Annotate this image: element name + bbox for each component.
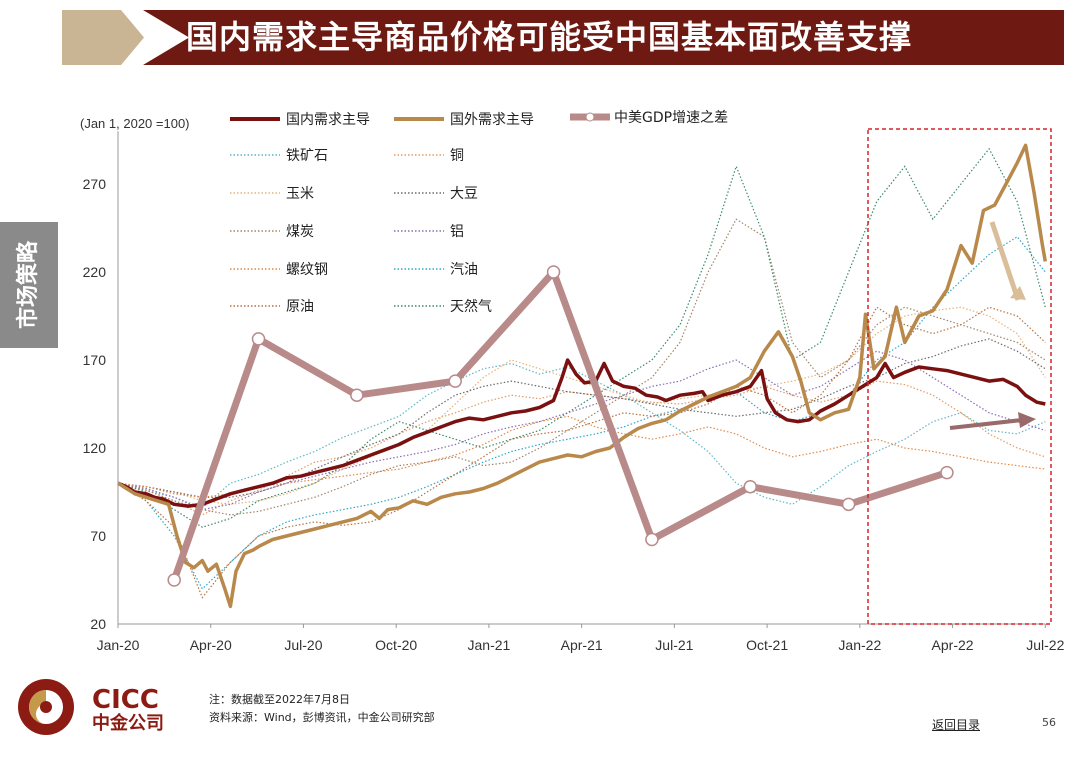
x-tick-label: Jan-21 <box>468 637 511 653</box>
page-number: 56 <box>1042 716 1056 729</box>
right-arrow <box>949 418 1023 430</box>
legend-label: 大豆 <box>450 186 478 202</box>
back-to-toc-link[interactable]: 返回目录 <box>932 718 981 732</box>
legend-label: 国外需求主导 <box>450 112 534 128</box>
y-tick-label: 220 <box>83 264 107 280</box>
series-line-commodity <box>117 415 1046 498</box>
series-line-domestic <box>117 358 1046 508</box>
legend-label: 螺纹钢 <box>286 262 328 278</box>
section-tab[interactable]: 市场策略 <box>0 222 58 348</box>
chart: 20 70 120 170 220 270 Jan-20 Apr-20 Jul-20 Oct-20… <box>80 110 1065 653</box>
x-tick-label: Apr-22 <box>932 637 974 653</box>
highlight-box <box>867 128 1052 625</box>
legend-label: 玉米 <box>286 186 314 202</box>
series-line-commodity <box>117 380 1046 516</box>
x-tick-label: Oct-21 <box>746 637 788 653</box>
y-tick-label: 70 <box>90 528 106 544</box>
title-bar <box>143 10 1064 65</box>
x-tick-label: Jan-22 <box>838 637 881 653</box>
legend-label: 铁矿石 <box>286 148 328 164</box>
legend-label: 国内需求主导 <box>286 112 370 128</box>
gdp-point <box>841 497 856 512</box>
gdp-point <box>167 573 181 587</box>
x-tick-label: Apr-21 <box>561 637 603 653</box>
logo-mark <box>29 690 46 724</box>
gdp-point <box>743 479 757 494</box>
x-tick-label: Jul-20 <box>284 637 322 653</box>
legend-label: 原油 <box>286 299 314 315</box>
y-tick-label: 270 <box>83 176 107 192</box>
legend-label: 天然气 <box>450 298 492 315</box>
legend-label: 铜 <box>450 148 464 164</box>
index-note: (Jan 1, 2020 =100) <box>80 116 190 131</box>
down-arrow <box>989 221 1021 301</box>
legend-label: 汽油 <box>450 262 478 278</box>
gdp-point <box>350 388 364 402</box>
legend-label: 中美GDP增速之差 <box>614 110 728 126</box>
gdp-point <box>546 265 561 279</box>
x-tick-label: Jan-20 <box>97 637 140 653</box>
legend-marker <box>585 112 595 122</box>
x-tick-label: Jul-21 <box>655 637 693 653</box>
y-tick-label: 170 <box>83 352 107 368</box>
company-logo: CICC 中金公司 <box>0 675 205 755</box>
gdp-point <box>645 532 659 547</box>
page-title: 国内需求主导商品价格可能受中国基本面改善支撑 <box>186 18 913 56</box>
legend-label: 铝 <box>450 224 464 240</box>
series-line-commodity <box>117 338 1046 498</box>
series-line-commodity <box>117 218 1046 516</box>
down-arrow-head <box>1010 286 1026 300</box>
footnote-source: 资料来源：Wind，彭博资讯，中金公司研究部 <box>209 711 435 724</box>
x-tick-label: Oct-20 <box>375 637 417 653</box>
series-line-foreign <box>117 143 1048 609</box>
gdp-point <box>251 332 266 346</box>
series-line-commodity <box>117 236 1046 590</box>
logo-cn: 中金公司 <box>92 712 164 734</box>
title-decoration <box>62 10 144 65</box>
x-tick-label: Jul-22 <box>1026 637 1064 653</box>
legend-label: 煤炭 <box>286 224 314 240</box>
series-line-commodity <box>117 306 1046 599</box>
gdp-point <box>940 465 954 480</box>
y-tick-label: 20 <box>90 616 106 632</box>
x-tick-label: Apr-20 <box>190 637 232 653</box>
y-tick-label: 120 <box>83 440 107 456</box>
series-line-commodity <box>117 147 1046 528</box>
footnote-date: 注：数据截至2022年7月8日 <box>209 693 350 706</box>
right-arrow-head <box>1018 412 1036 428</box>
gdp-point <box>448 374 462 388</box>
logo-en: CICC <box>92 685 159 715</box>
